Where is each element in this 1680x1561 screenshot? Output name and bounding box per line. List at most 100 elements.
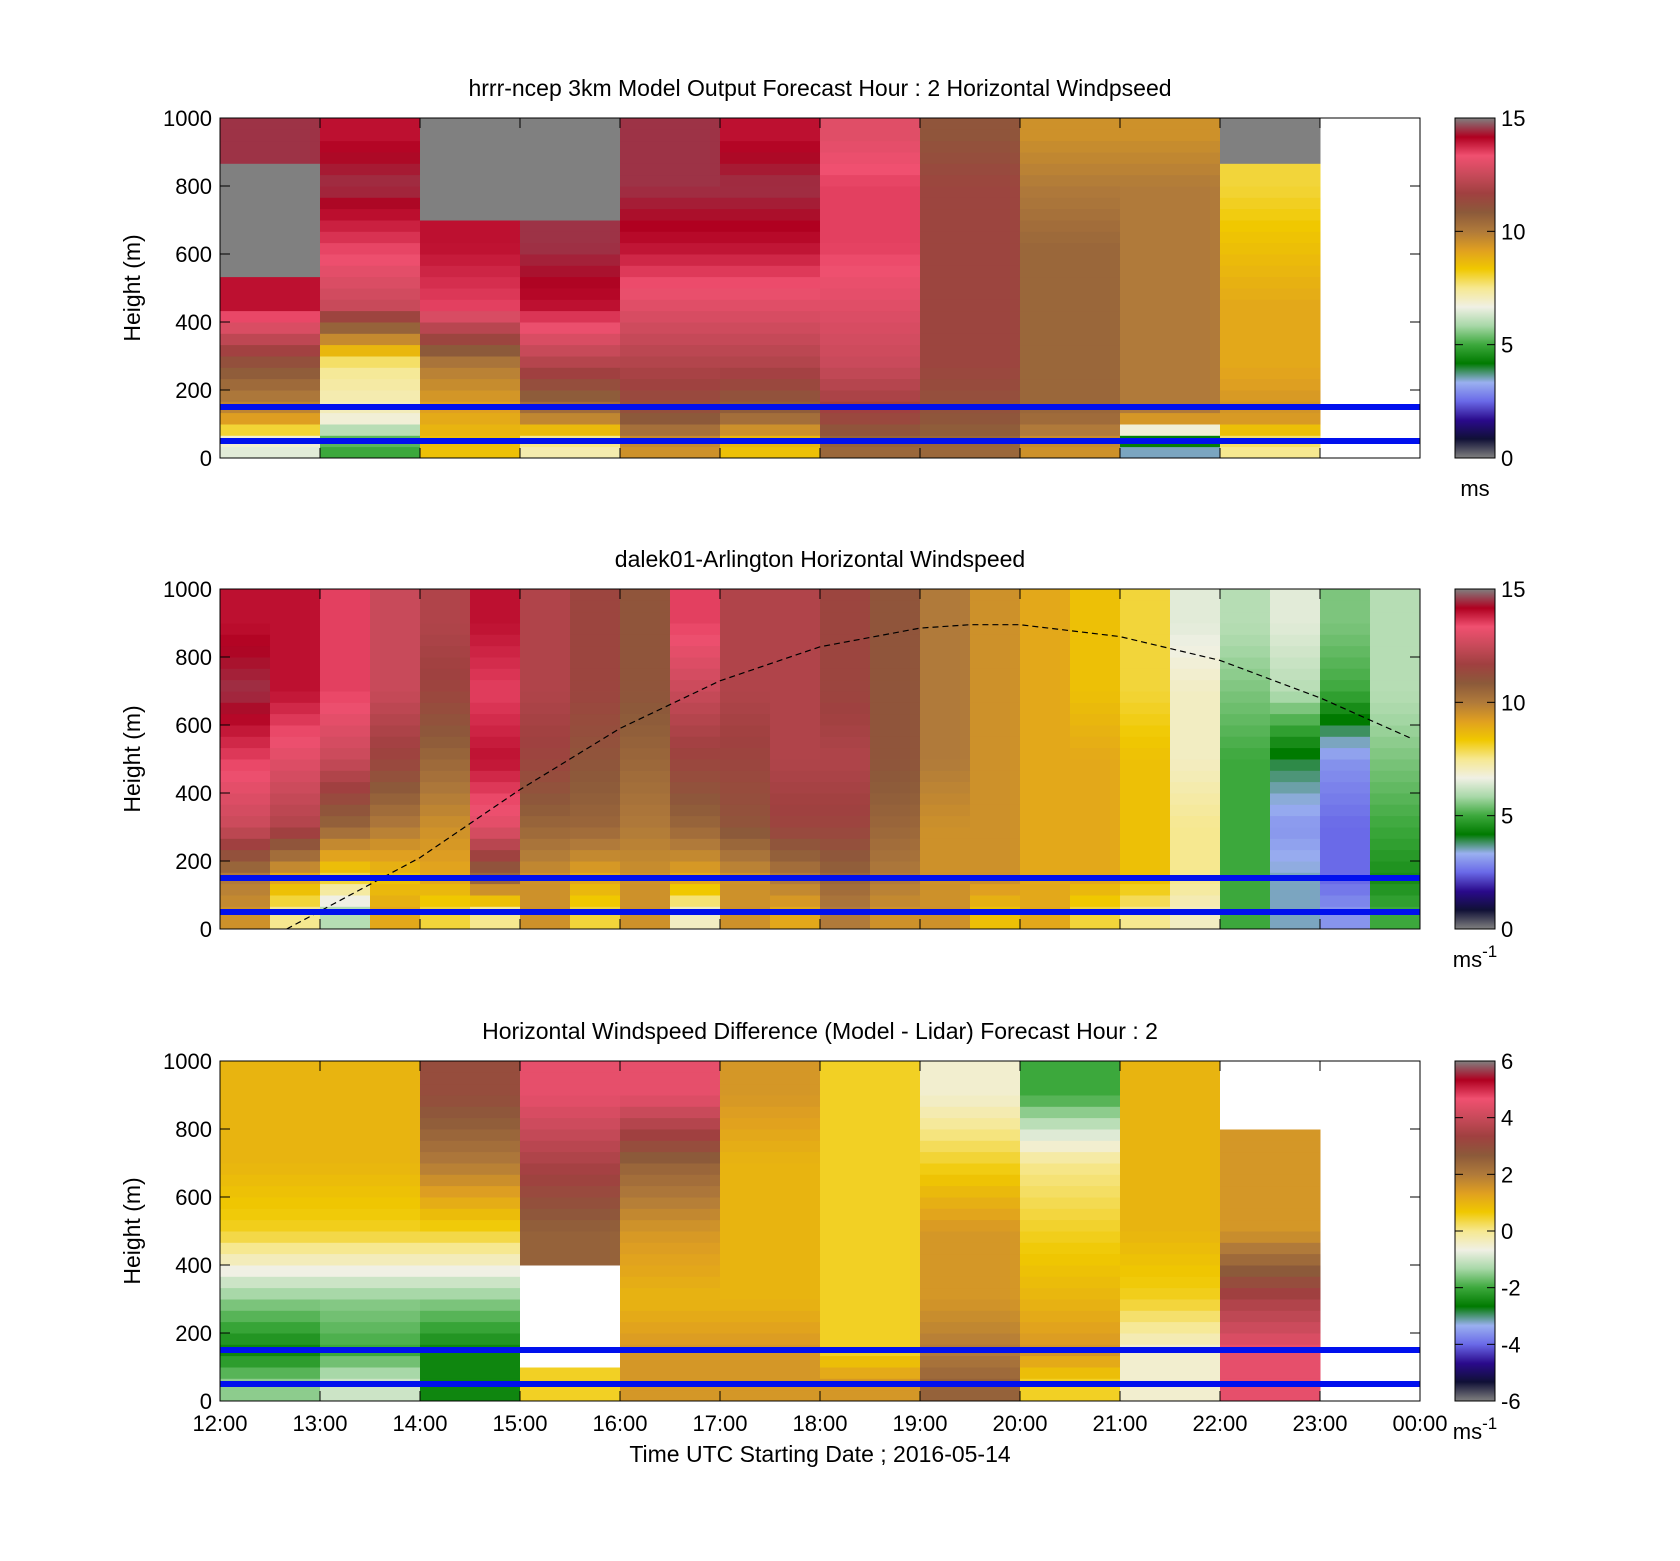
heatmap-cell [320, 623, 371, 635]
heatmap-cell [1120, 1061, 1221, 1073]
colorbar: 0 5 10 15 ms-1 [1453, 577, 1526, 972]
heatmap-cell [670, 691, 721, 703]
heatmap-cell [820, 804, 871, 817]
heatmap-cell [1070, 736, 1121, 749]
heatmap-cell [1120, 668, 1171, 681]
heatmap-cell [720, 356, 821, 368]
heatmap-cell [870, 804, 921, 817]
heatmap-cell [220, 254, 321, 266]
heatmap-cell [820, 657, 871, 669]
heatmap-cell [1120, 118, 1221, 130]
heatmap-cell [320, 1106, 421, 1119]
heatmap-cell [1220, 152, 1321, 164]
heatmap-cell [1070, 827, 1121, 839]
heatmap-cell [1220, 356, 1321, 368]
heatmap-cell [320, 197, 421, 210]
heatmap-cell [720, 140, 821, 153]
heatmap-cell [1120, 288, 1221, 300]
heatmap-cell [1320, 611, 1371, 624]
heatmap-cell [270, 883, 321, 896]
heatmap-cell [820, 1129, 921, 1141]
heatmap-cell [520, 1163, 621, 1175]
heatmap-cell [220, 1163, 321, 1175]
heatmap-cell [920, 356, 1021, 368]
heatmap-cell [1120, 827, 1171, 839]
heatmap-cell [770, 702, 821, 715]
heatmap-cell [520, 657, 571, 669]
heatmap-cell [1120, 1163, 1221, 1175]
y-axis-label: Height (m) [119, 234, 145, 341]
heatmap-cell [620, 861, 671, 873]
heatmap-cell [820, 356, 921, 368]
heatmap-cell [1070, 861, 1121, 873]
heatmap-cell [1120, 623, 1171, 635]
heatmap-cell [620, 367, 721, 380]
heatmap-cell [920, 265, 1021, 278]
heatmap-cell [420, 118, 521, 130]
heatmap-cell [420, 1310, 521, 1323]
heatmap-cell [420, 1072, 521, 1085]
heatmap-cell [820, 736, 871, 749]
heatmap-cell [470, 747, 521, 760]
heatmap-cell [1120, 254, 1221, 266]
heatmap-cell [1020, 747, 1071, 760]
heatmap-cell [920, 747, 971, 760]
heatmap-cell [1120, 276, 1221, 289]
heatmap-cell [320, 736, 371, 749]
heatmap-cell [520, 378, 621, 391]
heatmap-cell [320, 1355, 421, 1368]
heatmap-cell [1320, 804, 1371, 817]
heatmap-cell [420, 186, 521, 198]
heatmap-cell [370, 679, 421, 692]
heatmap-cell [720, 390, 821, 402]
heatmap-cell [970, 838, 1021, 851]
heatmap-cell [620, 1321, 721, 1334]
heatmap-cell [470, 849, 521, 862]
colorbar-tick-label: 15 [1501, 106, 1525, 131]
heatmap-cell [620, 220, 721, 232]
heatmap-cell [220, 1321, 321, 1334]
heatmap-cell [620, 1106, 721, 1119]
heatmap-cell [620, 838, 671, 851]
heatmap-cell [1170, 827, 1221, 839]
panel-lidar: dalek01-Arlington Horizontal Windspeed 0… [119, 546, 1525, 972]
heatmap-cell [920, 1321, 1021, 1334]
heatmap-cell [1220, 1389, 1321, 1401]
heatmap-cell [1020, 220, 1121, 232]
heatmap-cell [320, 1151, 421, 1164]
heatmap-cell [1020, 917, 1071, 929]
heatmap-cell [1020, 883, 1071, 896]
heatmap-cell [420, 1367, 521, 1379]
y-tick-label: 1000 [163, 1049, 212, 1074]
heatmap-cell [1020, 231, 1121, 244]
heatmap-cell [870, 657, 921, 669]
heatmap-cell [1220, 827, 1271, 839]
heatmap-cell [220, 186, 321, 198]
heatmap-cell [320, 299, 421, 312]
heatmap-cell [920, 186, 1021, 198]
heatmap-cell [720, 1174, 821, 1187]
heatmap-cell [1120, 174, 1221, 187]
heatmap-cell [1070, 883, 1121, 896]
heatmap-cell [820, 668, 871, 681]
heatmap-cell [1220, 861, 1271, 873]
heatmap-cell [1220, 781, 1271, 794]
heatmap-cell [1270, 861, 1321, 873]
heatmap-cell [270, 611, 321, 624]
heatmap-cell [1370, 736, 1420, 749]
heatmap-cell [1170, 736, 1221, 749]
heatmap-cell [420, 254, 521, 266]
heatmap-cell [1020, 1321, 1121, 1334]
heatmap-cell [1020, 1117, 1121, 1130]
heatmap-cell [920, 1276, 1021, 1289]
heatmap-cell [870, 623, 921, 635]
heatmap-cell [520, 1151, 621, 1164]
heatmap-cell [1120, 367, 1221, 380]
heatmap-cell [820, 1231, 921, 1243]
heatmap-cell [720, 793, 771, 805]
heatmap-cell [320, 827, 371, 839]
heatmap-cell [620, 356, 721, 368]
heatmap-cell [670, 623, 721, 635]
heatmap-cell [820, 118, 921, 130]
heatmap-cell [1220, 288, 1321, 300]
